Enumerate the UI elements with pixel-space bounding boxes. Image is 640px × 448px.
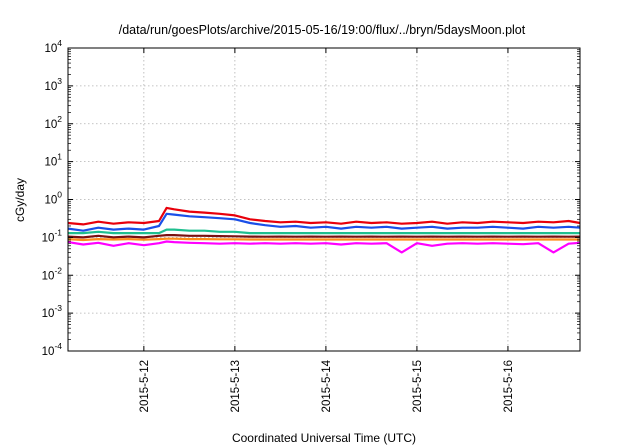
y-tick-label: 10-2 bbox=[42, 265, 63, 282]
x-tick-label: 2015-5-15 bbox=[412, 360, 424, 412]
x-tick-label: 2015-5-16 bbox=[503, 360, 515, 412]
x-axis-label: Coordinated Universal Time (UTC) bbox=[232, 431, 416, 445]
series-line-1 bbox=[67, 206, 581, 226]
y-tick-label: 10-4 bbox=[42, 341, 63, 358]
series-group bbox=[67, 206, 581, 254]
grid bbox=[68, 47, 580, 352]
series-line-4 bbox=[67, 234, 581, 239]
y-tick-label: 10-1 bbox=[42, 227, 63, 244]
y-tick-label: 102 bbox=[44, 114, 62, 131]
y-tick-label: 101 bbox=[44, 152, 62, 169]
y-axis-label: cGy/day bbox=[13, 178, 27, 222]
y-tick-label: 100 bbox=[44, 190, 62, 207]
y-tick-label: 104 bbox=[44, 38, 62, 55]
y-tick-label: 10-3 bbox=[42, 303, 63, 320]
x-tick-label: 2015-5-14 bbox=[321, 359, 333, 412]
x-tick-label: 2015-5-13 bbox=[230, 360, 242, 412]
series-line-2 bbox=[67, 212, 581, 232]
x-tick-label: 2015-5-12 bbox=[139, 360, 151, 412]
y-tick-label: 103 bbox=[44, 76, 62, 93]
series-line-5 bbox=[67, 237, 580, 242]
axes: 10-4 10-3 10-2 10-1 100 101 102 103 104 2015-5-12… bbox=[42, 38, 580, 412]
series-line-3 bbox=[68, 228, 580, 235]
series-line-6 bbox=[67, 240, 581, 254]
chart-title: /data/run/goesPlots/archive/2015-05-16/1… bbox=[119, 23, 526, 37]
